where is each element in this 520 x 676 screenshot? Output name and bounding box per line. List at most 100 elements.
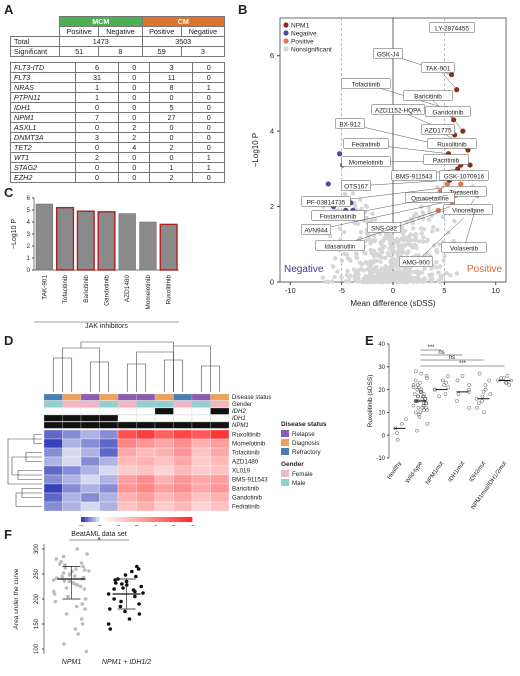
colorbar-segment — [110, 517, 115, 522]
nonsignificant-point — [377, 275, 382, 281]
point-label: GSK-J4 — [377, 51, 400, 58]
annotation-cell — [154, 414, 174, 422]
annotation-cell — [80, 393, 100, 401]
y-tick-label: 0 — [382, 433, 386, 439]
data-point — [480, 399, 484, 403]
nonsignificant-point — [348, 273, 353, 278]
annotation-label: Disease status — [232, 395, 271, 401]
heatmap-cell — [154, 456, 174, 467]
heatmap-cell — [210, 438, 230, 449]
nonsignificant-point — [411, 242, 416, 248]
nonsignificant-point — [387, 270, 392, 276]
annotation-cell — [43, 414, 63, 422]
nonsignificant-point — [418, 226, 424, 231]
label-box — [443, 204, 493, 215]
nonsignificant-point — [437, 242, 442, 247]
point-label: OTS167 — [344, 183, 368, 190]
significant-cell: 8 — [98, 46, 143, 57]
label-box — [405, 192, 455, 203]
colorbar-segment — [106, 517, 111, 522]
gene-count: 0 — [117, 92, 151, 103]
gene-name: WT1 — [10, 152, 76, 163]
label-box — [439, 170, 489, 181]
mutation-table: MCM CM Positive Negative Positive Negati… — [9, 16, 226, 57]
heatmap-cell — [191, 429, 211, 440]
x-tick-label: -5 — [338, 286, 345, 295]
point-label: Volasertib — [450, 245, 479, 252]
y-tick-label: 2 — [270, 202, 274, 211]
gene-count: 0 — [192, 132, 225, 143]
gene-count: 0 — [192, 142, 225, 153]
annotation-cell — [80, 400, 100, 408]
annotation-cell — [117, 414, 137, 422]
nonsignificant-point — [383, 264, 388, 269]
data-point — [419, 390, 424, 394]
gene-count: 0 — [75, 102, 119, 113]
nonsignificant-point — [422, 266, 427, 271]
annotation-cell — [173, 421, 193, 429]
data-point — [82, 587, 87, 591]
point-label: GSK-1070916 — [444, 173, 485, 180]
colorbar-segment — [147, 517, 152, 522]
data-point — [118, 604, 123, 609]
nonsignificant-point — [434, 259, 439, 265]
data-point — [121, 586, 125, 590]
label-box — [399, 256, 433, 267]
gene-row: WT1 2 0 0 1 — [10, 152, 225, 163]
data-point — [62, 642, 66, 646]
annotation-cell — [117, 393, 137, 401]
nonsignificant-point — [370, 211, 375, 217]
nonsignificant-point — [417, 239, 422, 244]
gene-count: 2 — [117, 122, 151, 133]
nonsignificant-point — [406, 240, 411, 245]
nonsignificant-point — [367, 263, 372, 268]
data-point — [85, 552, 89, 556]
heatmap-cell — [154, 483, 174, 494]
bar — [97, 211, 116, 271]
nonsignificant-point — [365, 237, 370, 242]
nonsignificant-point — [332, 274, 337, 280]
data-point — [64, 612, 69, 616]
gene-count: 0 — [117, 162, 151, 173]
gene-row: STAG2 0 0 1 1 — [10, 162, 225, 173]
positive-point — [458, 181, 464, 187]
y-tick-label: 300 — [34, 543, 40, 554]
row-label: AZD1480 — [232, 459, 259, 466]
data-point — [74, 567, 78, 571]
y-tick-label: 2 — [27, 244, 31, 250]
heatmap-cell — [99, 492, 119, 503]
nonsignificant-point — [390, 279, 396, 285]
annotation-cell — [62, 407, 82, 415]
colorbar-segment — [121, 517, 126, 522]
data-point — [404, 417, 408, 422]
y-tick-label: 40 — [378, 342, 385, 348]
nonsignificant-point — [323, 279, 328, 284]
nonsignificant-point — [428, 274, 434, 280]
nonsignificant-point — [367, 271, 373, 277]
point-label: AMG-900 — [402, 259, 430, 266]
annotation-cell — [191, 407, 211, 415]
gene-count: 3 — [149, 62, 194, 73]
heatmap-cell — [117, 429, 137, 440]
annotation-cell — [136, 393, 156, 401]
heatmap-cell — [117, 492, 137, 503]
data-point — [424, 405, 428, 410]
heatmap-cell — [99, 483, 119, 494]
gene-count: 2 — [149, 142, 194, 153]
heatmap-cell — [43, 501, 63, 512]
nonsignificant-point — [353, 277, 358, 282]
positive-region-label: Positive — [467, 264, 502, 275]
colorbar-tick: 0 — [98, 525, 104, 526]
col-positive: Positive — [141, 26, 182, 37]
annotation-cell — [62, 393, 82, 401]
gene-count: 0 — [149, 122, 194, 133]
heatmap-cell — [43, 447, 63, 458]
label-box — [341, 180, 371, 191]
data-point — [467, 387, 471, 392]
nonsignificant-point — [388, 266, 393, 272]
nonsignificant-point — [426, 205, 431, 211]
colorbar-tick: -5 — [79, 525, 85, 526]
legend-label: NPM1 — [291, 23, 309, 30]
label-box — [367, 222, 401, 233]
colorbar-segment — [166, 517, 171, 522]
